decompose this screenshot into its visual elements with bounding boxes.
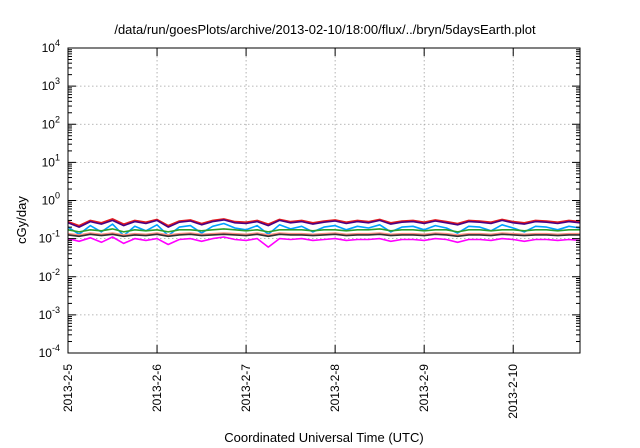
y-tick-label: 10-4 bbox=[39, 343, 60, 360]
series-line-4 bbox=[67, 228, 580, 233]
x-tick-label: 2013-2-8 bbox=[328, 364, 342, 412]
y-tick-label: 102 bbox=[42, 114, 60, 131]
plot-frame bbox=[67, 47, 581, 354]
y-tick-label: 103 bbox=[42, 76, 60, 93]
x-tick-label: 2013-2-7 bbox=[239, 364, 253, 412]
y-tick-label: 10-2 bbox=[39, 267, 60, 284]
series-line-5 bbox=[67, 232, 580, 236]
series-line-7 bbox=[67, 236, 581, 248]
chart-title: /data/run/goesPlots/archive/2013-02-10/1… bbox=[114, 22, 536, 37]
series-line-6 bbox=[67, 233, 580, 238]
series-line-3 bbox=[67, 222, 581, 237]
x-tick-label: 2013-2-10 bbox=[506, 364, 520, 419]
series-layer bbox=[67, 218, 581, 248]
x-tick-label: 2013-2-6 bbox=[150, 364, 164, 412]
y-tick-label: 101 bbox=[42, 152, 60, 169]
x-tick-label: 2013-2-5 bbox=[61, 364, 75, 412]
y-tick-label: 10-3 bbox=[39, 305, 60, 322]
ticks: 10-4 10-3 10-2 10-1 100 101 102 103 104 2013-2-5 2… bbox=[39, 38, 580, 419]
y-tick-label: 100 bbox=[42, 191, 60, 208]
y-tick-label: 104 bbox=[42, 38, 60, 55]
series-line-1 bbox=[67, 218, 581, 227]
x-tick-label: 2013-2-9 bbox=[417, 364, 431, 412]
grid bbox=[67, 48, 580, 353]
y-axis-label: cGy/day bbox=[14, 196, 29, 244]
x-axis-label: Coordinated Universal Time (UTC) bbox=[224, 430, 423, 445]
y-tick-label: 10-1 bbox=[39, 229, 60, 246]
series-line-2 bbox=[67, 219, 581, 228]
